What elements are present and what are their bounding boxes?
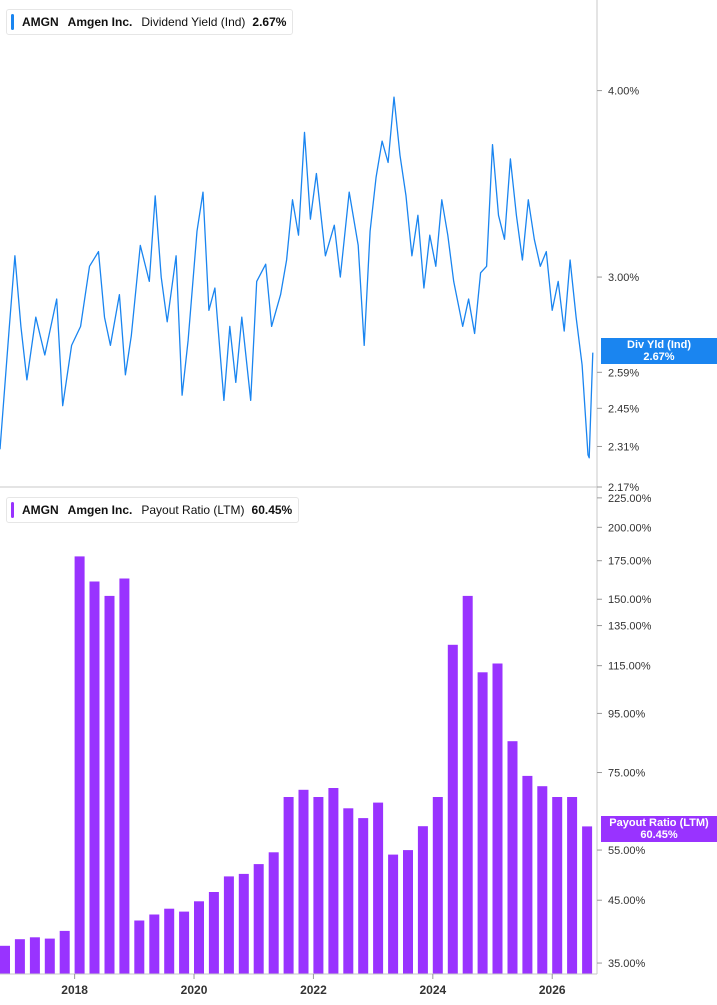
payout-ratio-bar (89, 581, 100, 974)
payout-ratio-bar (507, 741, 518, 974)
payout-ratio-bar (134, 920, 145, 974)
payout-ratio-bar (238, 873, 249, 974)
x-tick-label: 2022 (300, 983, 327, 997)
payout-ratio-plot (0, 556, 593, 974)
payout-ratio-bar (417, 826, 428, 974)
tag-value: 2.67% (643, 351, 675, 363)
payout-ratio-bar (343, 808, 354, 974)
payout-ratio-bar (313, 797, 324, 974)
payout-ratio-bar (358, 818, 369, 974)
payout-ratio-bar (432, 797, 443, 974)
payout-ratio-bar (373, 802, 384, 974)
payout-ratio-bar (388, 854, 399, 974)
y-tick-label: 225.00% (608, 493, 652, 505)
payout-ratio-bar (14, 939, 25, 974)
payout-ratio-bar (328, 788, 339, 974)
payout-ratio-bar (223, 876, 234, 974)
y-tick-label: 45.00% (608, 895, 646, 907)
dividend-yield-value-tag: Div Yld (Ind) 2.67% (601, 338, 717, 364)
y-tick-label: 95.00% (608, 708, 646, 720)
legend-ticker: AMGN (22, 503, 59, 517)
y-tick-label: 150.00% (608, 594, 652, 606)
y-tick-label: 2.17% (608, 482, 639, 494)
payout-ratio-bar (208, 892, 219, 974)
payout-ratio-bar (582, 826, 593, 974)
payout-ratio-bar (283, 797, 294, 974)
y-tick-label: 2.31% (608, 441, 639, 453)
payout-ratio-bar (253, 864, 264, 974)
y-tick-label: 175.00% (608, 556, 652, 568)
legend-company: Amgen Inc. (67, 503, 133, 517)
payout-ratio-value-tag: Payout Ratio (LTM) 60.45% (601, 816, 717, 842)
payout-ratio-bar (567, 797, 578, 974)
y-tick-label: 55.00% (608, 845, 646, 857)
payout-ratio-bar (44, 938, 55, 974)
dividend-yield-plot (0, 96, 594, 459)
legend-metric: Payout Ratio (LTM) (141, 503, 245, 517)
legend-value: 60.45% (251, 503, 293, 517)
payout-ratio-bar (552, 797, 563, 974)
payout-ratio-bar (59, 930, 70, 974)
legend-value: 2.67% (252, 15, 287, 29)
x-tick-label: 2020 (181, 983, 208, 997)
x-tick-label: 2026 (539, 983, 566, 997)
y-tick-label: 135.00% (608, 621, 652, 633)
tag-value: 60.45% (640, 829, 678, 841)
payout-ratio-bar (0, 945, 10, 974)
y-tick-label: 2.59% (608, 367, 639, 379)
dividend-yield-line (0, 96, 594, 459)
x-tick-label: 2024 (419, 983, 446, 997)
y-tick-label: 75.00% (608, 768, 646, 780)
payout-ratio-bar (29, 937, 40, 974)
payout-ratio-bar (194, 901, 204, 974)
payout-ratio-bar (477, 672, 488, 974)
payout-ratio-bar (164, 908, 175, 974)
payout-ratio-bar (522, 775, 533, 974)
dividend-yield-legend[interactable]: AMGN Amgen Inc. Dividend Yield (Ind) 2.6… (6, 9, 294, 35)
payout-ratio-bar (447, 644, 458, 974)
y-tick-label: 2.45% (608, 403, 639, 415)
y-tick-label: 35.00% (608, 958, 646, 970)
legend-ticker: AMGN (22, 15, 59, 29)
payout-ratio-bar (537, 786, 548, 974)
y-tick-label: 200.00% (608, 522, 652, 534)
y-tick-label: 4.00% (608, 86, 639, 98)
payout-ratio-bar (462, 595, 473, 974)
payout-ratio-bar (74, 556, 85, 974)
tag-title: Div Yld (Ind) (627, 339, 691, 351)
payout-ratio-bar (492, 663, 503, 974)
tag-title: Payout Ratio (LTM) (609, 817, 709, 829)
payout-ratio-bar (298, 789, 309, 974)
payout-ratio-bar (268, 852, 279, 974)
payout-ratio-bar (403, 850, 413, 974)
payout-ratio-legend[interactable]: AMGN Amgen Inc. Payout Ratio (LTM) 60.45… (6, 497, 300, 523)
legend-company: Amgen Inc. (67, 15, 133, 29)
payout-ratio-bar (104, 595, 115, 974)
series-color-swatch (11, 502, 14, 518)
x-tick-label: 2018 (61, 983, 88, 997)
series-color-swatch (11, 14, 14, 30)
axes-frame: 4.00% 3.00% 2.59% 2.45% 2.31% 2.17%225.00% 200… (0, 0, 652, 997)
legend-metric: Dividend Yield (Ind) (141, 15, 246, 29)
y-tick-label: 3.00% (608, 272, 639, 284)
payout-ratio-bar (149, 914, 160, 974)
y-tick-label: 115.00% (608, 661, 651, 673)
payout-ratio-bar (119, 578, 130, 974)
payout-ratio-bar (179, 911, 190, 974)
